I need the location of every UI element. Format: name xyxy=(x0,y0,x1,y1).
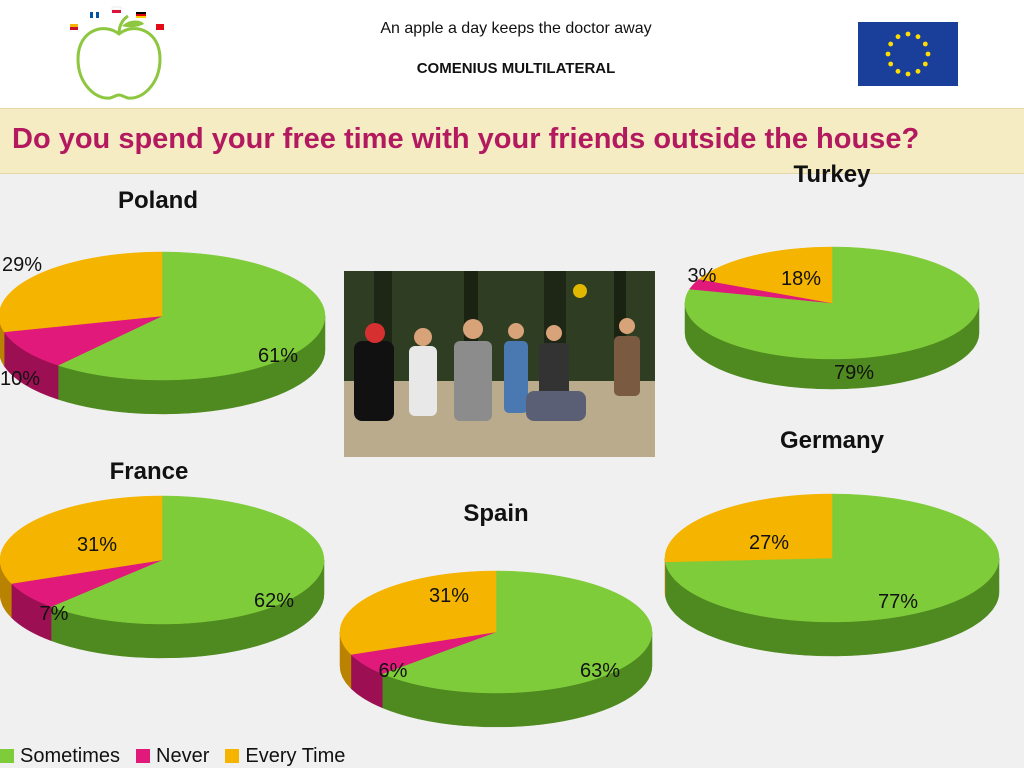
pie-chart-poland: Poland 61% 10% 29% xyxy=(0,187,326,415)
pie-slice-sometimes xyxy=(57,251,326,381)
pie-slice-every-time xyxy=(0,495,163,584)
eu-star-icon xyxy=(895,34,901,40)
data-label-never: 3% xyxy=(688,265,717,287)
pie-slice-every-time xyxy=(664,493,833,563)
data-label-every-time: 31% xyxy=(77,534,117,556)
pie-slice-sometimes xyxy=(381,570,653,694)
eu-star-icon xyxy=(895,68,901,74)
data-label-never: 10% xyxy=(0,368,40,390)
legend-label-never: Never xyxy=(156,744,210,767)
legend-item-never: Never xyxy=(136,745,209,768)
pie-slice-every-time xyxy=(0,251,163,333)
data-label-sometimes: 63% xyxy=(580,660,620,682)
legend-swatch-never xyxy=(136,749,151,763)
pie-slice-sometimes xyxy=(50,495,325,625)
eu-flag-icon xyxy=(858,22,958,86)
slide-title: Do you spend your free time with your fr… xyxy=(12,123,920,155)
eu-star-icon xyxy=(922,41,928,47)
chart-legend: Sometimes Never Every Time xyxy=(0,744,361,768)
pie-chart-turkey: Turkey 79% 3% 18% xyxy=(684,161,980,390)
data-label-every-time: 27% xyxy=(749,532,789,554)
pie-chart-spain: Spain 63% 6% 31% xyxy=(339,500,653,728)
data-label-never: 6% xyxy=(379,660,408,682)
pie-slice-every-time xyxy=(698,246,833,304)
children-playing-photo-icon xyxy=(344,271,655,457)
chart-title: Spain xyxy=(463,500,528,527)
data-label-sometimes: 79% xyxy=(834,362,874,384)
header-program-name: COMENIUS MULTILATERAL xyxy=(416,60,616,77)
eu-star-icon xyxy=(905,71,911,77)
legend-label-sometimes: Sometimes xyxy=(20,744,121,767)
eu-star-icon xyxy=(925,51,931,57)
pie-chart-france: France 62% 7% 31% xyxy=(0,458,325,659)
data-label-every-time: 31% xyxy=(429,585,469,607)
legend-item-sometimes: Sometimes xyxy=(0,745,120,768)
legend-swatch-every-time xyxy=(225,749,240,763)
chart-title: Poland xyxy=(118,187,198,214)
eu-star-icon xyxy=(915,34,921,40)
eu-star-icon xyxy=(885,51,891,57)
data-label-every-time: 29% xyxy=(2,254,42,276)
slide-header: An apple a day keeps the doctor away COM… xyxy=(0,0,1024,108)
pie-slice-every-time xyxy=(339,570,497,655)
eu-star-icon xyxy=(888,41,894,47)
pie-slice-never xyxy=(3,315,163,366)
apple-logo-icon xyxy=(70,6,164,100)
chart-title: France xyxy=(110,458,189,485)
pie-chart-germany: Germany 77% 27% xyxy=(664,427,1000,657)
data-label-sometimes: 62% xyxy=(254,590,294,612)
data-label-sometimes: 77% xyxy=(878,591,918,613)
data-label-never: 7% xyxy=(40,603,69,625)
legend-item-every-time: Every Time xyxy=(225,745,345,768)
question-banner: Do you spend your free time with your fr… xyxy=(0,108,1024,174)
data-label-every-time: 18% xyxy=(781,268,821,290)
legend-swatch-sometimes xyxy=(0,749,14,763)
eu-star-icon xyxy=(915,68,921,74)
data-label-sometimes: 61% xyxy=(258,345,298,367)
header-subtitle: An apple a day keeps the doctor away xyxy=(380,20,652,37)
chart-title: Germany xyxy=(780,427,885,454)
eu-star-icon xyxy=(888,61,894,67)
eu-star-icon xyxy=(905,31,911,37)
chart-title: Turkey xyxy=(794,161,872,188)
legend-label-every-time: Every Time xyxy=(245,744,346,767)
eu-star-icon xyxy=(922,61,928,67)
